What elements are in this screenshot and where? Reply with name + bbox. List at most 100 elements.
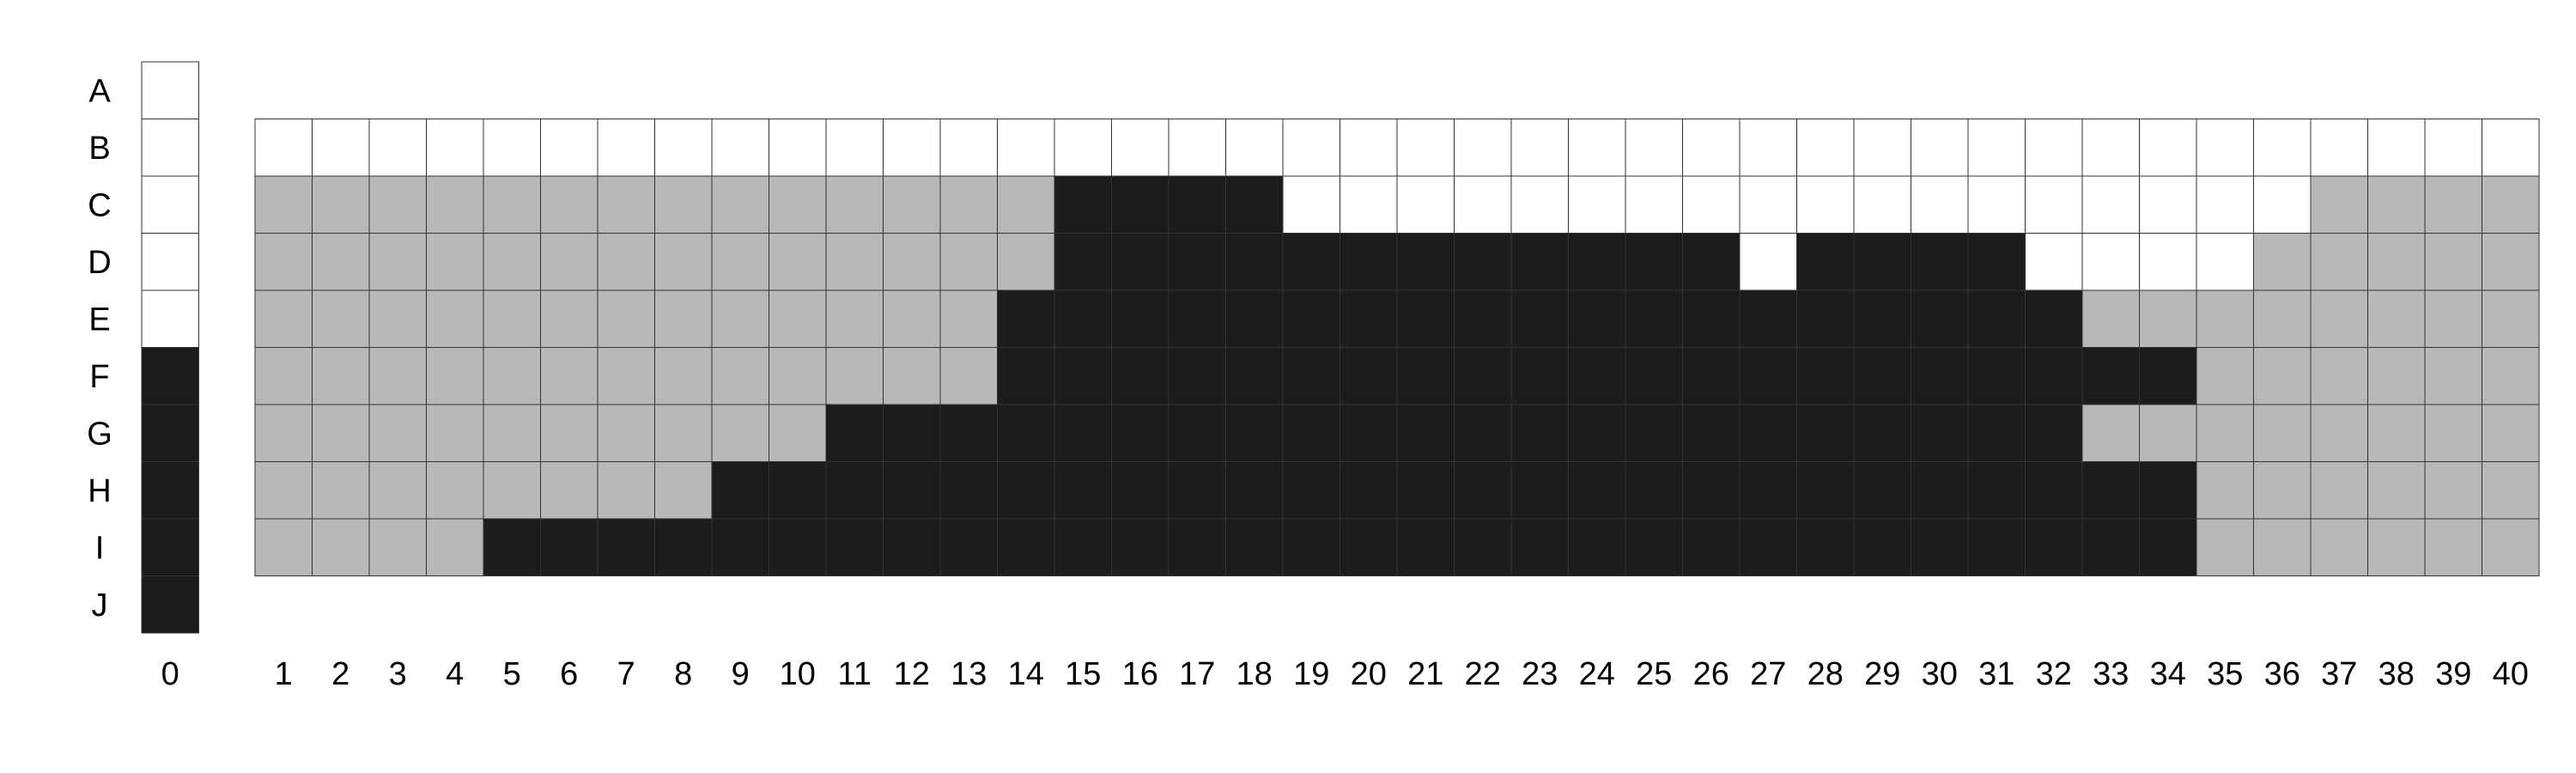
grid-cell-i-25 [1625, 518, 1683, 576]
grid-cell-d-4 [426, 233, 484, 291]
grid-cell-g-13 [939, 404, 998, 462]
grid-cell-b-3 [368, 119, 427, 177]
grid-cell-i-19 [1282, 518, 1340, 576]
grid-cell-h-23 [1510, 461, 1569, 520]
grid-cell-i-3 [368, 518, 427, 576]
grid-cell-f-13 [939, 347, 998, 405]
grid-cell-i-6 [540, 518, 598, 576]
grid-cell-d-38 [2367, 233, 2426, 291]
grid-cell-h-27 [1739, 461, 1797, 520]
grid-cell-g-12 [883, 404, 941, 462]
grid-cell-e-34 [2139, 289, 2197, 348]
grid-cell-i-10 [769, 518, 827, 576]
grid-cell-f-32 [2025, 347, 2083, 405]
grid-cell-f-30 [1911, 347, 1969, 405]
grid-cell-e-26 [1682, 289, 1741, 348]
column-label-5: 5 [503, 656, 521, 692]
grid-cell-i-21 [1396, 518, 1455, 576]
grid-cell-b-26 [1682, 119, 1741, 177]
grid-cell-i-30 [1911, 518, 1969, 576]
grid-cell-d-34 [2139, 233, 2197, 291]
column-label-6: 6 [560, 656, 578, 692]
grid-cell-i-36 [2253, 518, 2312, 576]
column-label-38: 38 [2379, 656, 2415, 692]
grid-cell-b-32 [2025, 119, 2083, 177]
grid-cell-g-28 [1796, 404, 1855, 462]
grid-cell-g-16 [1111, 404, 1170, 462]
grid-cell-c-10 [769, 175, 827, 234]
grid-cell-f-37 [2310, 347, 2368, 405]
grid-cell-b-18 [1225, 119, 1284, 177]
column-label-8: 8 [674, 656, 692, 692]
grid-cell-d-32 [2025, 233, 2083, 291]
grid-cell-f-29 [1853, 347, 1911, 405]
grid-cell-g-8 [654, 404, 713, 462]
grid-cell-f-36 [2253, 347, 2312, 405]
row-label-i: I [95, 530, 105, 566]
grid-cell-d-25 [1625, 233, 1683, 291]
grid-cell-c-1 [254, 175, 313, 234]
grid-cell-i-34 [2139, 518, 2197, 576]
grid-cell-b-34 [2139, 119, 2197, 177]
grid-cell-g-26 [1682, 404, 1741, 462]
grid-cell-e-12 [883, 289, 941, 348]
row-label-f: F [89, 359, 109, 395]
grid-cell-d-22 [1454, 233, 1512, 291]
grid-cell-h-17 [1168, 461, 1226, 520]
grid-cell-b-24 [1568, 119, 1626, 177]
grid-cell-f-35 [2196, 347, 2254, 405]
grid-cell-f-7 [597, 347, 655, 405]
grid-cell-i-26 [1682, 518, 1741, 576]
grid-cell-d-31 [1967, 233, 2026, 291]
grid-cell-h-28 [1796, 461, 1855, 520]
grid-cell-g-35 [2196, 404, 2254, 462]
grid-cell-b-25 [1625, 119, 1683, 177]
grid-cell-d-6 [540, 233, 598, 291]
grid-cell-e-10 [769, 289, 827, 348]
grid-cell-e-29 [1853, 289, 1911, 348]
grid-cell-f-23 [1510, 347, 1569, 405]
column-label-27: 27 [1750, 656, 1786, 692]
grid-cell-e-32 [2025, 289, 2083, 348]
grid-cell-h-18 [1225, 461, 1284, 520]
grid-cell-h-16 [1111, 461, 1170, 520]
grid-cell-h-14 [997, 461, 1055, 520]
grid-cell-c-37 [2310, 175, 2368, 234]
grid-cell-c-39 [2424, 175, 2482, 234]
grid-cell-g-39 [2424, 404, 2482, 462]
grid-cell-f-34 [2139, 347, 2197, 405]
grid-cell-i-2 [312, 518, 370, 576]
grid-cell-g-15 [1054, 404, 1112, 462]
grid-cell-g-7 [597, 404, 655, 462]
grid-cell-i-15 [1054, 518, 1112, 576]
grid-cell-h-20 [1340, 461, 1398, 520]
column-label-14: 14 [1008, 656, 1044, 692]
grid-cell-c-32 [2025, 175, 2083, 234]
column-label-29: 29 [1864, 656, 1900, 692]
grid-cell-d-30 [1911, 233, 1969, 291]
grid-cell-g-6 [540, 404, 598, 462]
grid-cell-e-25 [1625, 289, 1683, 348]
grid-cell-f-27 [1739, 347, 1797, 405]
grid-cell-c-24 [1568, 175, 1626, 234]
grid-cell-f-20 [1340, 347, 1398, 405]
grid-cell-f-15 [1054, 347, 1112, 405]
grid-cell-d-23 [1510, 233, 1569, 291]
column-label-35: 35 [2207, 656, 2243, 692]
grid-cell-c-22 [1454, 175, 1512, 234]
grid-cell-f-17 [1168, 347, 1226, 405]
column-label-1: 1 [275, 656, 293, 692]
grid-cell-i-23 [1510, 518, 1569, 576]
grid-cell-i-13 [939, 518, 998, 576]
grid-cell-e-1 [254, 289, 313, 348]
grid-cell-b-16 [1111, 119, 1170, 177]
row-label-b: B [88, 131, 110, 167]
key-cell-f [141, 347, 199, 405]
grid-cell-d-26 [1682, 233, 1741, 291]
grid-cell-b-23 [1510, 119, 1569, 177]
grid-cell-e-28 [1796, 289, 1855, 348]
column-label-25: 25 [1636, 656, 1672, 692]
grid-cell-c-35 [2196, 175, 2254, 234]
grid-cell-f-26 [1682, 347, 1741, 405]
